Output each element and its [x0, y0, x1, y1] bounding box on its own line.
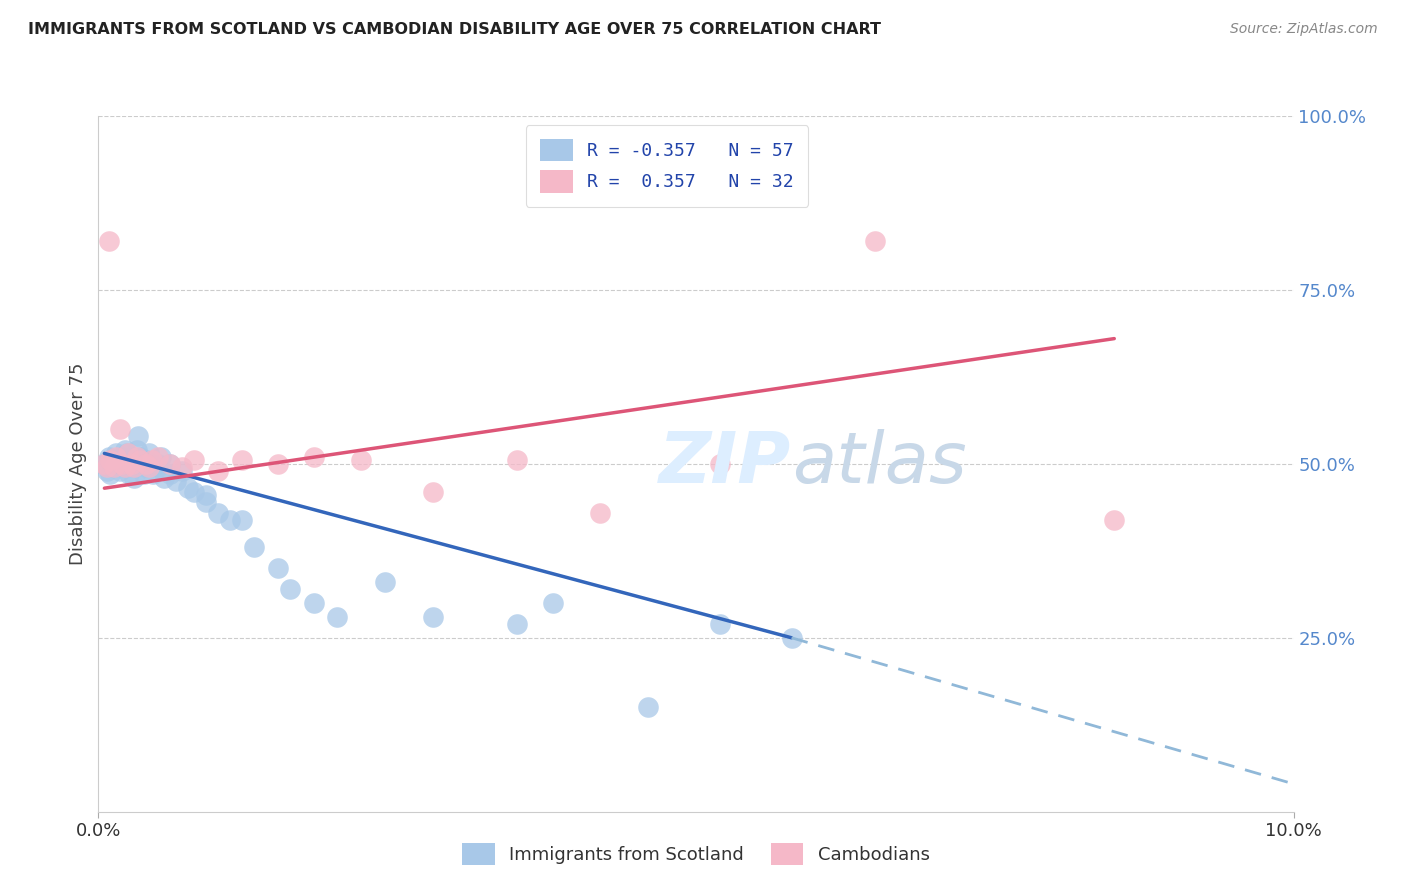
Point	[159, 457, 181, 471]
Point	[135, 460, 157, 475]
Point	[267, 561, 290, 575]
Point	[117, 446, 139, 460]
Point	[541, 596, 564, 610]
Point	[422, 484, 444, 499]
Point	[231, 512, 253, 526]
Point	[219, 512, 242, 526]
Point	[96, 464, 118, 478]
Point	[108, 422, 131, 436]
Point	[422, 610, 444, 624]
Point	[93, 457, 115, 471]
Point	[350, 453, 373, 467]
Point	[183, 484, 205, 499]
Point	[148, 450, 170, 464]
Point	[865, 234, 887, 248]
Point	[135, 453, 157, 467]
Point	[114, 442, 136, 457]
Point	[589, 506, 612, 520]
Point	[127, 429, 149, 443]
Point	[135, 457, 157, 471]
Point	[103, 460, 125, 475]
Point	[125, 442, 148, 457]
Point	[302, 596, 325, 610]
Point	[709, 616, 731, 631]
Point	[105, 446, 128, 460]
Text: atlas: atlas	[792, 429, 966, 499]
Point	[121, 450, 143, 464]
Point	[117, 457, 139, 471]
Point	[159, 457, 181, 471]
Point	[121, 457, 143, 471]
Point	[149, 450, 172, 464]
Point	[195, 495, 218, 509]
Point	[153, 471, 176, 485]
Point	[138, 460, 160, 475]
Point	[506, 616, 529, 631]
Point	[709, 457, 731, 471]
Point	[302, 450, 325, 464]
Point	[148, 457, 170, 471]
Point	[243, 541, 266, 555]
Point	[159, 467, 181, 482]
Point	[114, 460, 136, 475]
Point	[326, 610, 349, 624]
Point	[111, 457, 134, 471]
Point	[100, 467, 122, 482]
Point	[124, 460, 146, 475]
Point	[172, 464, 194, 478]
Point	[115, 446, 138, 460]
Point	[125, 450, 148, 464]
Point	[506, 453, 529, 467]
Text: IMMIGRANTS FROM SCOTLAND VS CAMBODIAN DISABILITY AGE OVER 75 CORRELATION CHART: IMMIGRANTS FROM SCOTLAND VS CAMBODIAN DI…	[28, 22, 882, 37]
Text: Source: ZipAtlas.com: Source: ZipAtlas.com	[1230, 22, 1378, 37]
Point	[114, 460, 136, 475]
Point	[637, 700, 659, 714]
Point	[103, 460, 125, 475]
Point	[231, 453, 253, 467]
Point	[139, 457, 162, 471]
Point	[141, 453, 163, 467]
Point	[111, 453, 134, 467]
Point	[207, 464, 229, 478]
Point	[118, 467, 141, 482]
Point	[98, 234, 121, 248]
Point	[98, 450, 121, 464]
Point	[1104, 512, 1126, 526]
Point	[129, 450, 152, 464]
Point	[148, 460, 170, 475]
Point	[195, 488, 218, 502]
Point	[132, 467, 155, 482]
Y-axis label: Disability Age Over 75: Disability Age Over 75	[69, 362, 87, 566]
Point	[93, 457, 115, 471]
Point	[131, 457, 153, 471]
Point	[108, 464, 131, 478]
Point	[183, 453, 205, 467]
Point	[96, 460, 118, 475]
Point	[138, 446, 160, 460]
Point	[124, 471, 146, 485]
Point	[267, 457, 290, 471]
Point	[165, 475, 187, 489]
Text: ZIP: ZIP	[659, 429, 792, 499]
Point	[105, 450, 128, 464]
Point	[100, 453, 122, 467]
Point	[124, 460, 146, 475]
Point	[142, 467, 165, 482]
Point	[111, 450, 134, 464]
Point	[124, 457, 146, 471]
Point	[101, 453, 124, 467]
Point	[129, 453, 152, 467]
Point	[177, 481, 200, 495]
Point	[207, 506, 229, 520]
Point	[780, 631, 803, 645]
Point	[374, 575, 396, 590]
Point	[172, 460, 194, 475]
Point	[107, 457, 129, 471]
Legend: Immigrants from Scotland, Cambodians: Immigrants from Scotland, Cambodians	[456, 836, 936, 872]
Point	[278, 582, 301, 596]
